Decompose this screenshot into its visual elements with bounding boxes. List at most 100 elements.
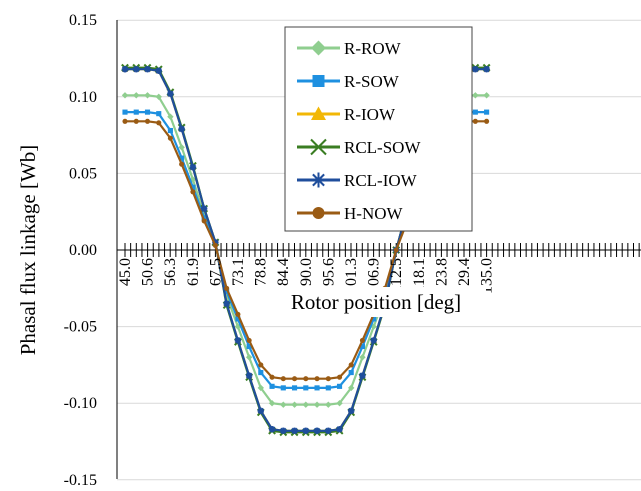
data-point bbox=[133, 109, 139, 115]
data-point bbox=[472, 92, 479, 99]
y-tick-labels: 0.15 0.10 0.05 0.00 -0.05 -0.10 -0.15 bbox=[64, 12, 97, 489]
data-point bbox=[224, 288, 230, 294]
data-point bbox=[246, 337, 252, 343]
x-tick-label: 45.0 bbox=[117, 258, 134, 286]
x-tick-label: 78.8 bbox=[253, 258, 270, 286]
data-point bbox=[483, 92, 490, 99]
data-point bbox=[155, 67, 162, 74]
x-tick-label: 95.6 bbox=[320, 258, 337, 286]
y-axis-title: Phasal flux linkage [Wb] bbox=[16, 145, 40, 356]
data-point bbox=[336, 426, 343, 433]
data-point bbox=[472, 109, 478, 115]
data-point bbox=[190, 189, 196, 195]
data-point bbox=[235, 311, 241, 317]
data-point bbox=[325, 427, 332, 434]
data-point bbox=[156, 111, 162, 117]
data-point bbox=[483, 66, 490, 73]
x-tick-label: 56.3 bbox=[162, 258, 179, 286]
data-point bbox=[311, 106, 326, 120]
data-point bbox=[269, 383, 275, 389]
data-point bbox=[291, 376, 298, 382]
data-point bbox=[223, 300, 230, 307]
x-axis-title: Rotor position [deg] bbox=[291, 290, 461, 314]
data-point bbox=[370, 337, 377, 344]
legend-item: RCL-IOW bbox=[297, 171, 418, 190]
data-point bbox=[201, 218, 207, 224]
data-point bbox=[178, 144, 185, 151]
data-point bbox=[144, 92, 151, 99]
x-tick-labels: 45.0 50.6 56.3 61.9 67.5 73.1 78.8 84.4 90.0 95.6… bbox=[117, 258, 496, 294]
data-point bbox=[224, 285, 230, 291]
data-point bbox=[234, 337, 242, 344]
data-point bbox=[303, 376, 309, 382]
data-point bbox=[303, 385, 309, 391]
data-point bbox=[348, 370, 354, 376]
data-point bbox=[313, 401, 321, 408]
data-point bbox=[393, 247, 399, 253]
data-point bbox=[122, 109, 128, 115]
data-point bbox=[133, 92, 140, 99]
data-point bbox=[302, 401, 309, 408]
data-point bbox=[348, 407, 355, 415]
x-tick-label: 90.0 bbox=[298, 258, 315, 286]
data-point bbox=[280, 385, 286, 391]
data-point bbox=[167, 90, 174, 97]
data-point bbox=[167, 113, 174, 120]
data-point bbox=[325, 401, 332, 408]
data-point bbox=[189, 164, 197, 171]
y-tick-label: -0.15 bbox=[64, 472, 97, 486]
data-point bbox=[133, 118, 139, 124]
data-point bbox=[310, 138, 327, 156]
legend: R-ROW R-SOW R-IOW RCL-SOW RCL-IOW H-NOW bbox=[284, 26, 473, 232]
data-point bbox=[200, 205, 208, 212]
x-tick-label: 73.1 bbox=[230, 258, 247, 286]
data-point bbox=[144, 109, 151, 115]
x-tick-label: 84.4 bbox=[275, 258, 292, 286]
data-point bbox=[121, 66, 129, 73]
data-point bbox=[484, 118, 490, 124]
data-point bbox=[291, 385, 298, 391]
data-point bbox=[314, 376, 320, 382]
data-point bbox=[179, 161, 185, 167]
data-point bbox=[371, 316, 377, 322]
data-point bbox=[258, 370, 264, 376]
x-tick-label: 101.3 bbox=[343, 258, 360, 294]
data-point bbox=[314, 385, 320, 391]
data-point bbox=[280, 376, 286, 382]
data-point bbox=[268, 400, 276, 407]
data-point bbox=[336, 374, 343, 380]
y-tick-label: 0.10 bbox=[69, 89, 97, 106]
data-point bbox=[144, 118, 151, 124]
data-point bbox=[472, 66, 479, 73]
y-tick-label: -0.05 bbox=[64, 319, 97, 336]
data-point bbox=[359, 354, 366, 361]
legend-item: R-IOW bbox=[297, 105, 396, 124]
legend-label: RCL-SOW bbox=[344, 138, 421, 157]
data-point bbox=[155, 93, 162, 100]
legend-item: R-SOW bbox=[297, 72, 400, 91]
data-point bbox=[472, 118, 478, 124]
data-point bbox=[133, 66, 140, 73]
data-point bbox=[167, 135, 173, 141]
data-point bbox=[269, 374, 275, 380]
y-tick-label: -0.10 bbox=[64, 395, 97, 412]
y-tick-label: 0.15 bbox=[69, 12, 97, 29]
data-point bbox=[257, 407, 265, 415]
data-point bbox=[302, 427, 309, 434]
legend-label: R-SOW bbox=[344, 72, 400, 91]
data-point bbox=[144, 66, 151, 73]
x-tick-label: 118.1 bbox=[411, 258, 428, 293]
legend-label: R-IOW bbox=[344, 105, 396, 124]
legend-label: R-ROW bbox=[344, 39, 402, 58]
legend-label: H-NOW bbox=[344, 204, 403, 223]
x-tick-label: 112.5 bbox=[388, 258, 405, 293]
data-point bbox=[156, 120, 162, 126]
data-point bbox=[291, 427, 298, 434]
legend-item: R-ROW bbox=[297, 39, 402, 58]
data-point bbox=[311, 172, 326, 188]
data-point bbox=[359, 372, 366, 379]
data-point bbox=[280, 401, 287, 408]
data-point bbox=[348, 384, 355, 392]
